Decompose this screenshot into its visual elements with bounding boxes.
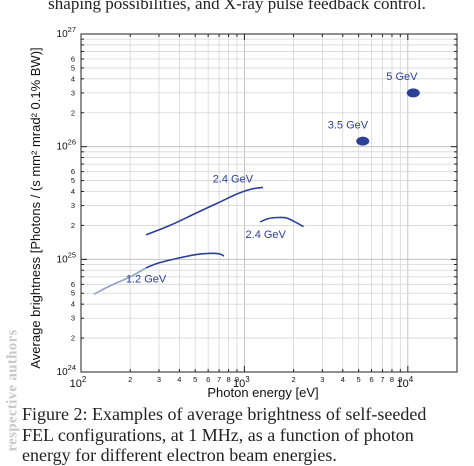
top-text: shaping possibilities, and X-ray pulse f…: [48, 0, 426, 13]
y-minor-tick-label: 4: [71, 187, 75, 196]
x-minor-tick-label: 4: [177, 375, 181, 384]
y-minor-tick-label: 6: [71, 280, 75, 289]
y-minor-tick-label: 5: [71, 176, 75, 185]
series-label-2-4-gev-2: 2.4 GeV: [246, 229, 287, 241]
y-minor-tick-label: 4: [71, 74, 75, 83]
x-minor-tick-label: 8: [226, 375, 230, 384]
x-tick-label: 102: [70, 375, 87, 390]
y-minor-tick-label: 2: [71, 334, 75, 343]
x-minor-tick-label: 6: [206, 375, 210, 384]
caption-line-2: FEL configurations, at 1 MHz, as a funct…: [22, 425, 414, 445]
point-label-3-5-gev: 3.5 GeV: [328, 119, 369, 131]
caption-line-3: energy for different electron beam energ…: [22, 445, 337, 465]
y-minor-tick-label: 2: [71, 221, 75, 230]
y-tick-label: 1025: [57, 250, 76, 265]
x-minor-tick-label: 2: [292, 375, 296, 384]
y-minor-tick-label: 6: [71, 54, 75, 63]
series-line-2-4-gev-1: [145, 186, 264, 236]
plot-area: [81, 34, 457, 372]
x-axis-label: Photon energy [eV]: [207, 385, 318, 400]
x-minor-tick-label: 9: [235, 375, 239, 384]
series-line-1-2-gev-0: [145, 252, 225, 269]
y-minor-tick-label: 3: [71, 88, 75, 97]
y-minor-tick-label: 5: [71, 289, 75, 298]
y-minor-tick-label: 2: [71, 108, 75, 117]
y-tick-label: 1027: [57, 25, 76, 40]
series-label-1-2-gev-0: 1.2 GeV: [126, 274, 167, 286]
series-line-1-2-gev-0-faint: [93, 267, 147, 295]
y-axis-label: Average brightness [Photons / (s mm² mra…: [28, 47, 43, 368]
x-minor-tick-label: 3: [320, 375, 324, 384]
series-label-2-4-gev-1: 2.4 GeV: [213, 174, 254, 186]
x-minor-tick-label: 2: [128, 375, 132, 384]
x-minor-tick-label: 3: [157, 375, 161, 384]
x-minor-tick-label: 4: [341, 375, 345, 384]
y-minor-tick-label: 3: [71, 201, 75, 210]
y-tick-label: 1026: [57, 138, 76, 153]
x-minor-tick-label: 5: [193, 375, 197, 384]
y-minor-tick-label: 4: [71, 300, 75, 309]
x-minor-tick-label: 6: [369, 375, 373, 384]
y-minor-tick-label: 5: [71, 63, 75, 72]
x-minor-tick-label: 9: [398, 375, 402, 384]
caption-line-1: Figure 2: Examples of average brightness…: [22, 404, 427, 424]
y-tick-label: 1024: [57, 363, 76, 378]
figure-caption: Figure 2: Examples of average brightness…: [22, 404, 474, 446]
axes-frame: [80, 33, 458, 373]
point-marker-5-gev: [406, 88, 420, 98]
y-minor-tick-label: 6: [71, 167, 75, 176]
series-line-2-4-gev-2: [259, 216, 304, 228]
x-minor-tick-label: 7: [217, 375, 221, 384]
x-minor-tick-label: 7: [380, 375, 384, 384]
x-minor-tick-label: 8: [390, 375, 394, 384]
y-minor-tick-label: 3: [71, 314, 75, 323]
x-minor-tick-label: 5: [357, 375, 361, 384]
point-label-5-gev: 5 GeV: [386, 71, 418, 83]
point-marker-3-5-gev: [356, 136, 370, 146]
